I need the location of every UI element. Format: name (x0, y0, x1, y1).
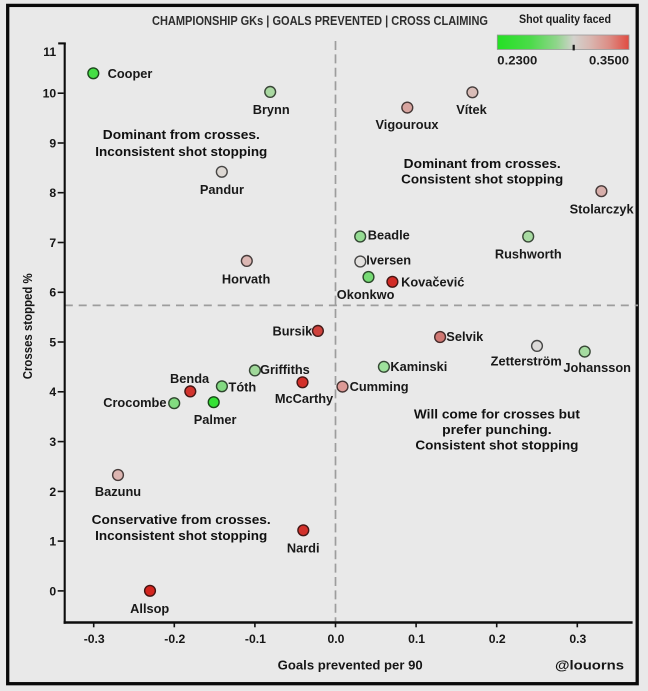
svg-text:Conservative from crosses.: Conservative from crosses. (92, 512, 271, 527)
svg-text:-0.1: -0.1 (245, 632, 266, 646)
svg-text:Vítek: Vítek (456, 102, 487, 117)
svg-text:Benda: Benda (170, 371, 210, 386)
svg-text:Griffiths: Griffiths (260, 362, 310, 377)
svg-text:10: 10 (43, 87, 57, 101)
svg-text:Okonkwo: Okonkwo (337, 287, 395, 302)
svg-text:Vigouroux: Vigouroux (375, 117, 439, 132)
svg-text:Dominant from crosses.: Dominant from crosses. (404, 156, 561, 171)
svg-text:0.2300: 0.2300 (497, 54, 537, 68)
svg-text:Brynn: Brynn (253, 102, 290, 117)
svg-text:Cumming: Cumming (350, 379, 409, 394)
svg-text:Crosses stopped %: Crosses stopped % (21, 273, 35, 379)
svg-text:CHAMPIONSHIP GKs | GOALS PREVE: CHAMPIONSHIP GKs | GOALS PREVENTED | CRO… (152, 14, 488, 28)
svg-text:Pandur: Pandur (200, 182, 244, 197)
svg-text:Dominant from crosses.: Dominant from crosses. (103, 127, 260, 142)
svg-text:7: 7 (49, 236, 56, 250)
svg-text:Consistent shot stopping: Consistent shot stopping (415, 438, 578, 453)
svg-text:0.2: 0.2 (489, 632, 506, 646)
svg-text:Tóth: Tóth (229, 379, 257, 394)
svg-text:Shot quality faced: Shot quality faced (519, 12, 611, 26)
svg-text:1: 1 (49, 535, 56, 549)
svg-text:11: 11 (43, 45, 56, 59)
svg-text:Selvik: Selvik (446, 329, 484, 344)
svg-text:Will come for crosses but: Will come for crosses but (414, 407, 581, 422)
svg-text:Stolarczyk: Stolarczyk (570, 202, 635, 217)
svg-text:Consistent shot stopping: Consistent shot stopping (401, 171, 563, 186)
svg-text:4: 4 (49, 385, 56, 399)
svg-text:Nardi: Nardi (287, 541, 320, 556)
svg-text:8: 8 (49, 186, 56, 200)
svg-text:-0.3: -0.3 (84, 632, 105, 646)
svg-text:Bazunu: Bazunu (95, 484, 141, 499)
svg-text:Goals prevented per 90: Goals prevented per 90 (278, 658, 423, 672)
svg-text:Iversen: Iversen (366, 253, 411, 268)
svg-text:Allsop: Allsop (130, 601, 169, 616)
svg-text:Inconsistent shot stopping: Inconsistent shot stopping (95, 144, 267, 159)
svg-text:3: 3 (49, 435, 56, 449)
svg-text:@louorns: @louorns (555, 658, 624, 672)
svg-text:McCarthy: McCarthy (275, 391, 334, 406)
svg-text:Cooper: Cooper (108, 66, 153, 81)
svg-text:Horvath: Horvath (222, 272, 271, 287)
svg-text:Inconsistent shot stopping: Inconsistent shot stopping (95, 528, 267, 543)
svg-text:Johansson: Johansson (563, 360, 631, 375)
svg-text:0.3: 0.3 (569, 632, 586, 646)
svg-text:prefer punching.: prefer punching. (442, 422, 552, 437)
svg-text:Palmer: Palmer (194, 412, 237, 427)
svg-text:Kaminski: Kaminski (390, 359, 447, 374)
svg-text:2: 2 (49, 485, 56, 499)
svg-text:Kovačević: Kovačević (401, 274, 464, 289)
svg-text:5: 5 (49, 335, 56, 349)
svg-text:9: 9 (49, 136, 56, 150)
svg-text:0.0: 0.0 (328, 632, 345, 646)
svg-text:0.1: 0.1 (408, 632, 425, 646)
svg-text:-0.2: -0.2 (164, 632, 185, 646)
svg-text:0: 0 (49, 584, 56, 598)
svg-text:Beadle: Beadle (368, 228, 410, 243)
svg-text:Bursik: Bursik (272, 323, 313, 338)
svg-text:0.3500: 0.3500 (589, 54, 629, 68)
svg-text:Rushworth: Rushworth (495, 246, 562, 261)
svg-text:Zetterström: Zetterström (491, 354, 562, 369)
svg-text:6: 6 (49, 286, 56, 300)
svg-text:Crocombe: Crocombe (103, 395, 166, 410)
